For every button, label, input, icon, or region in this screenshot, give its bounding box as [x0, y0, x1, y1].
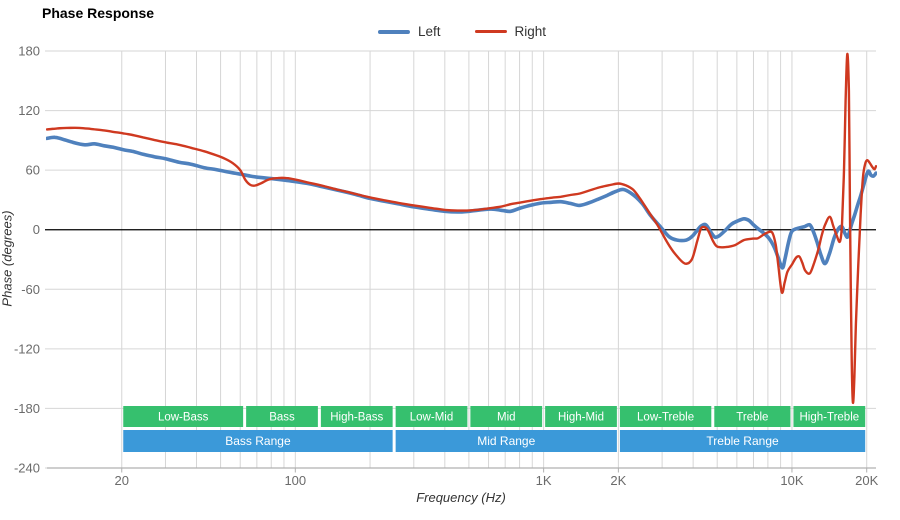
- legend-item-right[interactable]: Right: [474, 24, 547, 39]
- legend-label-right: Right: [514, 24, 547, 39]
- frequency-band: [619, 406, 712, 427]
- right-series-curve: [46, 52, 877, 404]
- x-tick-label: 10K: [780, 473, 803, 488]
- frequency-range-band: [395, 430, 617, 452]
- frequency-band-label: Treble: [736, 412, 768, 424]
- frequency-band-label: Low-Bass: [158, 412, 209, 424]
- frequency-band: [123, 406, 244, 427]
- y-tick-label: -120: [14, 341, 40, 356]
- frequency-band-label: Low-Treble: [637, 412, 694, 424]
- frequency-band-label: Bass: [269, 412, 295, 424]
- y-tick-label: -60: [21, 282, 40, 297]
- frequency-band: [793, 406, 866, 427]
- y-axis-title: Phase (degrees): [0, 210, 15, 307]
- frequency-band: [714, 406, 791, 427]
- frequency-band-label: High-Treble: [800, 412, 860, 424]
- legend-label-left: Left: [417, 24, 441, 39]
- frequency-band-label: High-Mid: [558, 412, 604, 424]
- x-tick-label: 2K: [610, 473, 626, 488]
- x-axis-title: Frequency (Hz): [416, 490, 506, 505]
- x-tick-label: 20K: [855, 473, 878, 488]
- frequency-range-band: [123, 430, 393, 452]
- frequency-band-label: Low-Mid: [410, 412, 453, 424]
- frequency-band: [320, 406, 393, 427]
- frequency-range-band-label: Mid Range: [477, 434, 535, 448]
- frequency-band: [470, 406, 543, 427]
- y-tick-label: 60: [26, 163, 40, 178]
- x-tick-label: 20: [115, 473, 129, 488]
- frequency-band: [395, 406, 468, 427]
- legend-item-left[interactable]: Left: [377, 24, 441, 39]
- frequency-band-label: Mid: [497, 412, 516, 424]
- frequency-range-band: [619, 430, 866, 452]
- legend: Left Right: [377, 24, 547, 39]
- y-tick-label: 0: [33, 222, 40, 237]
- frequency-band: [246, 406, 318, 427]
- right-series-swatch: [474, 30, 507, 33]
- y-tick-label: 120: [18, 103, 40, 118]
- frequency-band: [545, 406, 617, 427]
- left-series-swatch: [377, 29, 410, 34]
- left-series-curve: [46, 135, 877, 270]
- y-tick-label: -180: [14, 401, 40, 416]
- frequency-range-band-label: Bass Range: [225, 434, 291, 448]
- y-tick-label: -240: [14, 461, 40, 476]
- frequency-range-band-label: Treble Range: [706, 434, 779, 448]
- chart-title: Phase Response: [42, 5, 155, 21]
- x-tick-label: 100: [284, 473, 306, 488]
- frequency-band-label: High-Bass: [330, 412, 383, 424]
- y-tick-label: 180: [18, 44, 40, 59]
- x-tick-label: 1K: [536, 473, 552, 488]
